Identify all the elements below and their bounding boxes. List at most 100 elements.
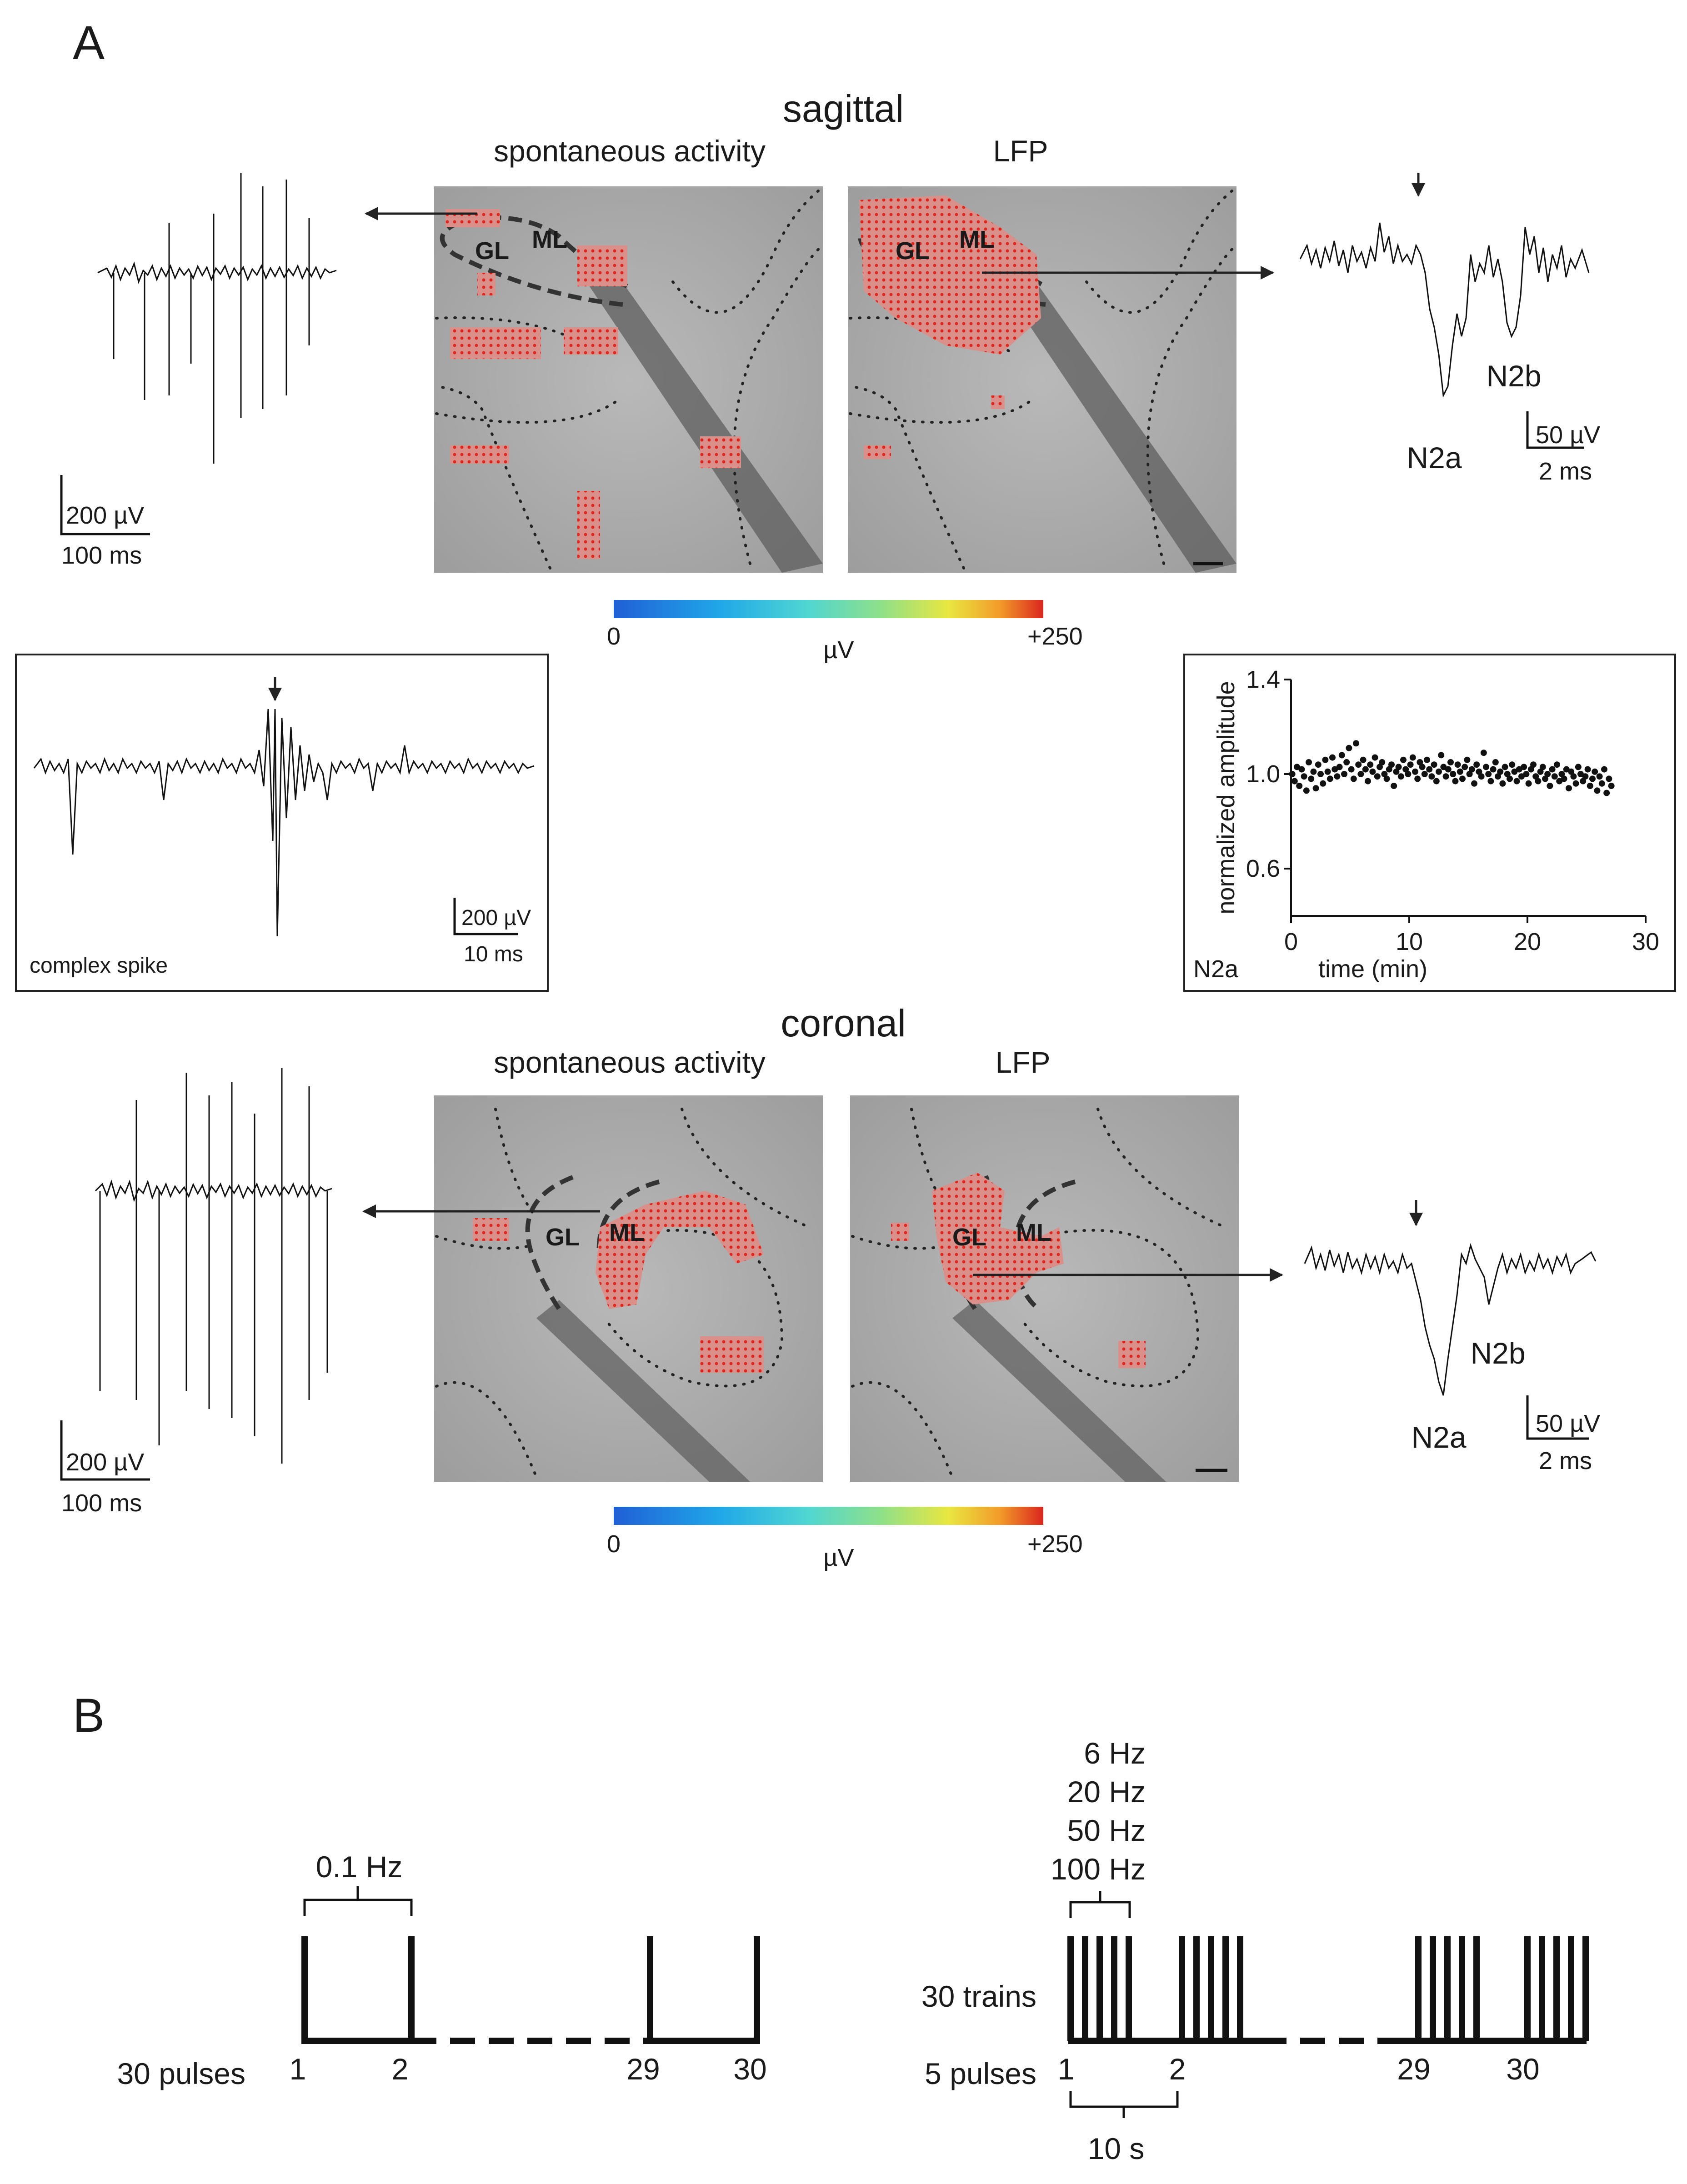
protocol-freq-6: 6 Hz (1084, 1736, 1146, 1770)
data-point (1523, 771, 1530, 777)
colorbar2-min: 0 (607, 1530, 621, 1558)
coronal-lfp-trace (1304, 1200, 1597, 1396)
protocol-right-tick-2: 2 (1169, 2052, 1186, 2086)
data-point (1584, 766, 1591, 773)
sagittal-right-scale-t: 2 ms (1539, 458, 1592, 485)
sagittal-lfp-trace (1299, 173, 1590, 398)
data-point (1348, 766, 1355, 773)
data-point (1421, 771, 1428, 777)
colorbar1-max: +250 (1027, 623, 1083, 650)
coronal-spont-label: spontaneous activity (494, 1045, 766, 1079)
coronal-ml-label: ML (609, 1219, 645, 1246)
data-point (1407, 761, 1414, 768)
protocol-left-tick-29: 29 (626, 2052, 660, 2086)
data-point (1346, 745, 1352, 751)
data-point (1334, 773, 1341, 780)
coronal-right-scale-t: 2 ms (1539, 1447, 1592, 1474)
data-point (1603, 790, 1610, 796)
sagittal-ml-label: ML (532, 226, 567, 253)
panel-letter-a: A (73, 16, 105, 70)
x-tick-label: 0 (1284, 928, 1298, 955)
data-point (1397, 773, 1404, 780)
data-point (1400, 756, 1407, 763)
protocol-trains: 6 Hz 20 Hz 50 Hz 100 Hz 30 trains 5 puls… (921, 1736, 1589, 2165)
data-point (1575, 764, 1582, 770)
data-point (1532, 773, 1539, 780)
data-point (1537, 768, 1544, 775)
coronal-n2b: N2b (1470, 1336, 1525, 1370)
data-point (1436, 768, 1442, 775)
sagittal-spont-map: GL ML (434, 186, 824, 573)
data-point (1473, 761, 1480, 768)
protocol-freq-20: 20 Hz (1067, 1775, 1146, 1809)
data-point (1386, 766, 1392, 773)
protocol-right-tick-1: 1 (1058, 2052, 1075, 2086)
y-tick-label: 1.0 (1246, 760, 1280, 788)
data-point (1582, 773, 1589, 780)
protocol-freq-100: 100 Hz (1051, 1852, 1146, 1886)
data-point (1445, 766, 1452, 773)
sagittal-left-scale-v: 200 µV (66, 502, 144, 529)
protocol-right-tick-30: 30 (1506, 2052, 1539, 2086)
data-point (1592, 768, 1598, 775)
protocol-pulses-label: 5 pulses (925, 2057, 1036, 2090)
data-point (1412, 768, 1418, 775)
data-point (1459, 775, 1466, 782)
colorbar1-unit: µV (823, 636, 854, 664)
data-point (1438, 752, 1445, 759)
coronal-lfp-label: LFP (995, 1045, 1050, 1079)
data-point (1530, 761, 1537, 768)
data-point (1580, 778, 1587, 785)
data-point (1447, 759, 1454, 765)
colorbar1-min: 0 (607, 623, 621, 650)
data-point (1513, 778, 1520, 785)
data-point (1377, 764, 1383, 770)
data-point (1539, 764, 1546, 770)
data-point (1497, 768, 1504, 775)
data-point (1374, 773, 1381, 780)
coronal-right-scale-v: 50 µV (1536, 1410, 1600, 1437)
data-point (1393, 768, 1400, 775)
data-point (1353, 740, 1359, 747)
data-point (1332, 766, 1338, 773)
data-point (1542, 775, 1548, 782)
data-point (1322, 756, 1329, 763)
data-point (1495, 773, 1501, 780)
data-point (1468, 766, 1475, 773)
data-point (1383, 775, 1390, 782)
data-point (1381, 771, 1388, 777)
coronal-spont-map: GL ML (434, 1095, 823, 1482)
coronal-lfp-ml-label: ML (1016, 1219, 1051, 1246)
data-point (1596, 773, 1603, 780)
sagittal-lfp-gl-label: GL (896, 237, 930, 265)
coronal-left-scale-v: 200 µV (66, 1449, 144, 1476)
data-point (1341, 771, 1347, 777)
data-point (1298, 766, 1305, 773)
sagittal-lfp-map: GL ML (848, 186, 1238, 573)
x-tick-label: 10 (1396, 928, 1423, 955)
data-point (1464, 756, 1471, 763)
data-point (1487, 778, 1494, 785)
sagittal-right-scale-v: 50 µV (1536, 421, 1600, 449)
data-point (1478, 773, 1485, 780)
data-point (1419, 764, 1426, 770)
data-point (1483, 764, 1489, 770)
train-pulses (1067, 1936, 1589, 2041)
data-point (1485, 771, 1492, 777)
data-point (1362, 766, 1369, 773)
data-point (1527, 766, 1534, 773)
coronal-right-scalebar: 50 µV 2 ms (1526, 1395, 1600, 1474)
data-point (1547, 783, 1553, 789)
data-point (1572, 780, 1579, 787)
coronal-left-scalebar: 200 µV 100 ms (60, 1420, 150, 1517)
data-point (1589, 775, 1596, 782)
data-point (1454, 761, 1461, 768)
coronal-title: coronal (781, 1002, 906, 1045)
data-point (1338, 752, 1345, 759)
data-point (1303, 787, 1310, 794)
data-point (1372, 754, 1378, 761)
data-point (1388, 761, 1395, 768)
data-point (1521, 764, 1527, 770)
data-point (1476, 768, 1482, 775)
data-point (1357, 771, 1364, 777)
